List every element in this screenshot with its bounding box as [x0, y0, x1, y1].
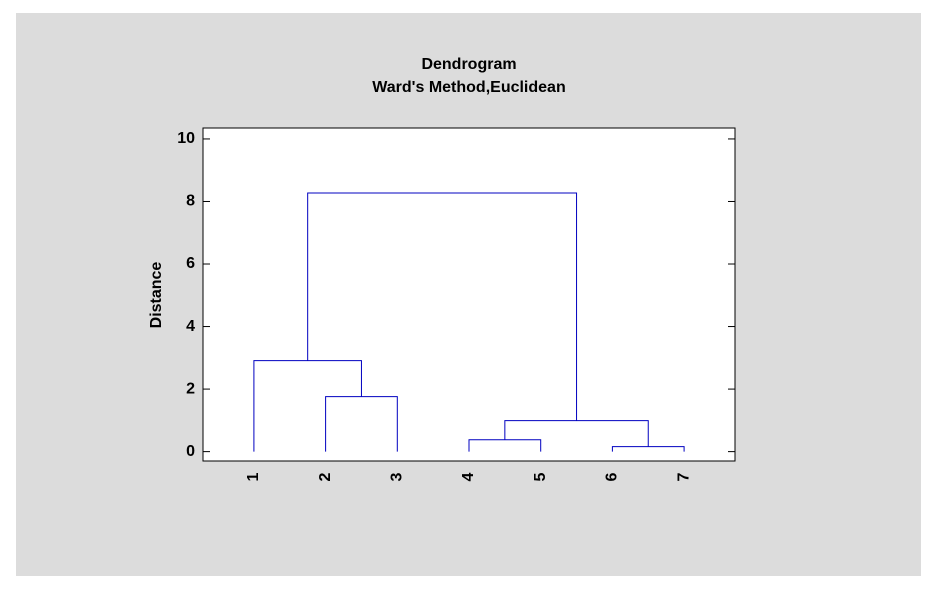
- y-tick-label: 8: [186, 193, 195, 210]
- x-tick-label: 7: [675, 472, 692, 481]
- y-tick-label: 0: [186, 443, 195, 460]
- y-tick-label: 4: [186, 318, 195, 335]
- x-tick-label: 2: [317, 472, 334, 481]
- link: [325, 396, 398, 452]
- plot-area: [202, 127, 736, 462]
- chart-title: Dendrogram: [421, 56, 516, 73]
- link: [611, 446, 685, 452]
- chart-subtitle: Ward's Method,Euclidean: [372, 79, 565, 96]
- y-tick-label: 10: [177, 130, 195, 147]
- x-tick-label: 6: [604, 472, 621, 481]
- x-tick-label: 1: [245, 472, 262, 481]
- link: [307, 192, 578, 421]
- x-tick-label: 4: [460, 472, 477, 481]
- y-tick-label: 2: [186, 380, 195, 397]
- y-tick-label: 6: [186, 255, 195, 272]
- link: [504, 420, 649, 447]
- x-tick-label: 3: [389, 472, 406, 481]
- y-axis-label: Distance: [148, 262, 165, 329]
- link: [253, 360, 362, 452]
- x-tick-label: 5: [532, 472, 549, 481]
